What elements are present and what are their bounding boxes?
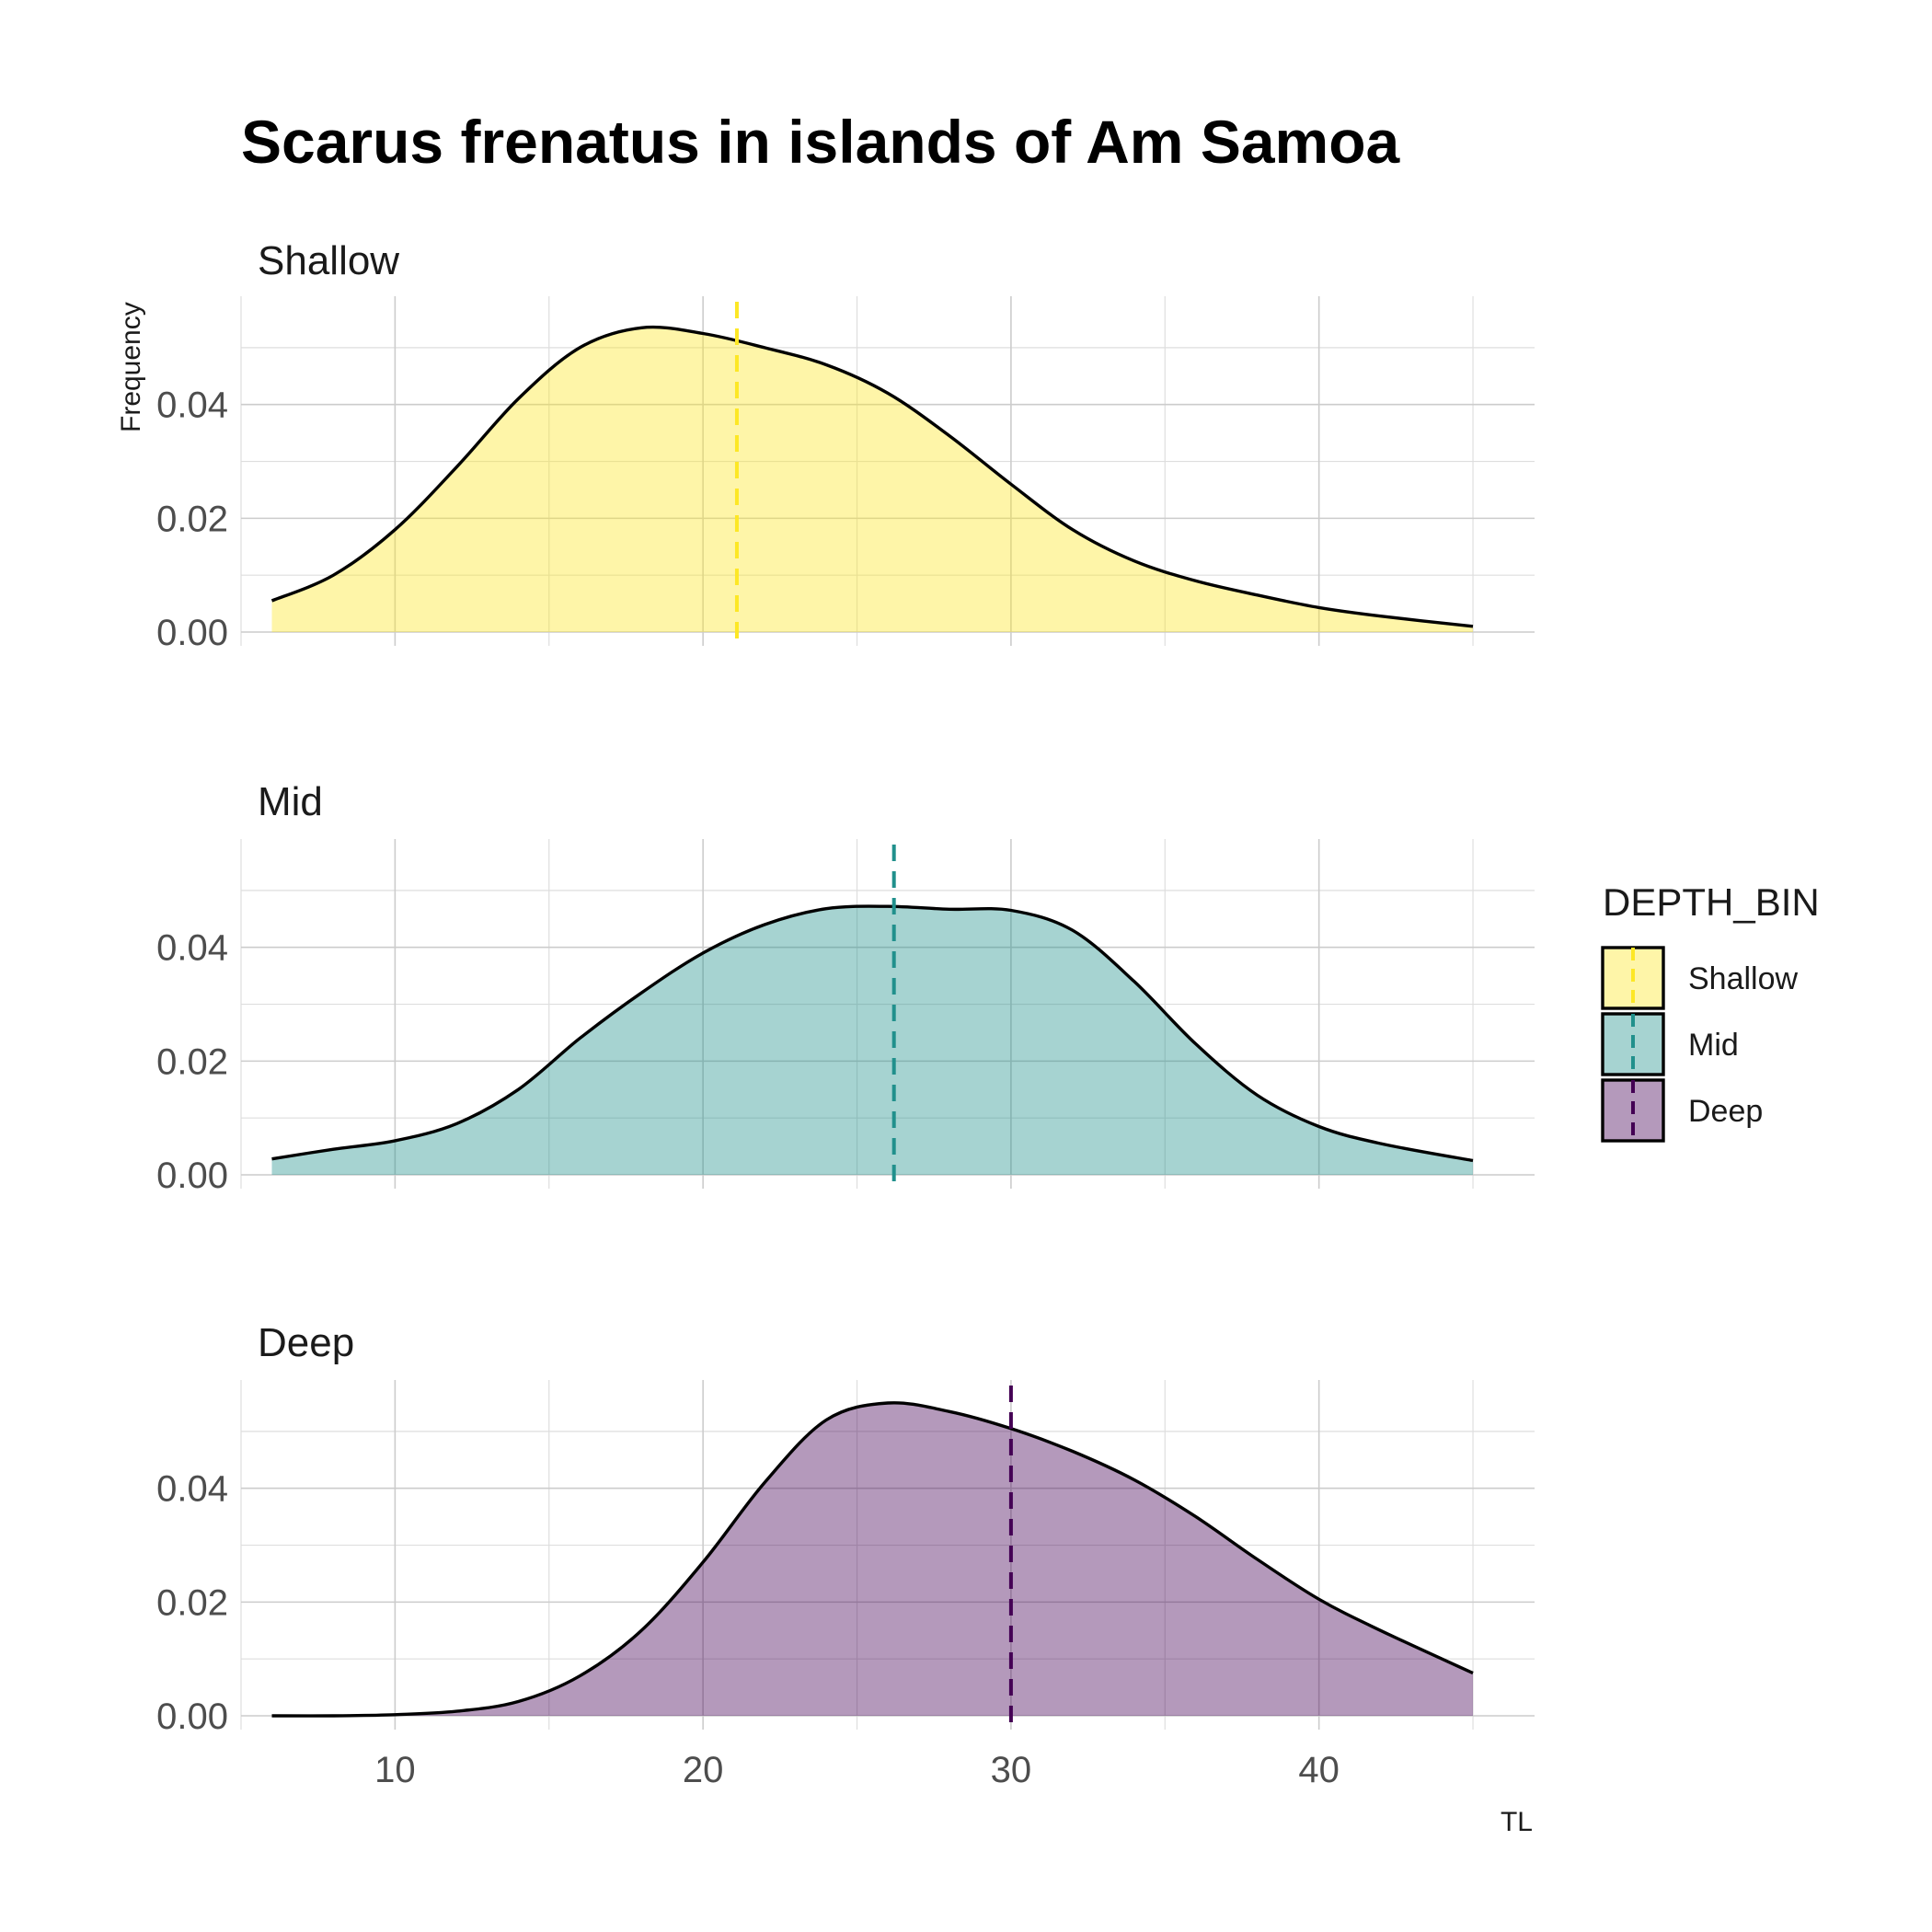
facet-strip-label: Deep [258, 1320, 354, 1365]
y-tick-label: 0.00 [156, 1696, 228, 1737]
panel-deep: Deep 0.00 0.02 0.04 10 20 30 40 [156, 1320, 1535, 1790]
density-curve-shallow [270, 325, 1474, 628]
legend-label: Mid [1688, 1028, 1739, 1063]
y-tick-label: 0.02 [156, 1582, 228, 1623]
panel-shallow: Shallow 0.00 0.02 0.04 [156, 238, 1535, 653]
legend-label: Deep [1688, 1094, 1763, 1129]
x-tick-label: 30 [991, 1750, 1032, 1790]
legend-label: Shallow [1688, 961, 1799, 996]
x-tick-label: 10 [374, 1750, 416, 1790]
y-tick-label: 0.02 [156, 499, 228, 539]
y-tick-label: 0.04 [156, 1469, 228, 1510]
y-tick-label: 0.00 [156, 613, 228, 653]
density-area-deep [271, 1402, 1473, 1717]
density-curve-mid [271, 904, 1474, 1163]
y-tick-label: 0.04 [156, 385, 228, 426]
x-tick-label: 40 [1298, 1750, 1340, 1790]
legend: DEPTH_BIN Shallow Mid Deep [1601, 880, 1820, 1143]
y-axis-title: Frequency [116, 302, 146, 432]
density-area-shallow [271, 327, 1473, 632]
x-tick-label: 20 [683, 1750, 724, 1790]
facet-strip-label: Shallow [258, 238, 399, 283]
legend-key-deep [1601, 1078, 1665, 1143]
legend-key-shallow [1601, 946, 1665, 1010]
legend-title: DEPTH_BIN [1603, 880, 1820, 924]
density-curve-deep [271, 1401, 1474, 1718]
chart-title: Scarus frenatus in islands of Am Samoa [241, 108, 1401, 176]
y-tick-label: 0.02 [156, 1041, 228, 1082]
facet-strip-label: Mid [258, 779, 323, 824]
y-tick-label: 0.04 [156, 928, 228, 969]
x-axis-title: TL [1501, 1807, 1533, 1837]
density-area-mid [271, 906, 1473, 1175]
panel-mid: Mid 0.00 0.02 0.04 [156, 779, 1535, 1196]
facet-panels: Shallow 0.00 0.02 0.04 Mid 0.00 0.02 0.04 Deep 0.… [156, 238, 1535, 1790]
legend-key-mid [1601, 1012, 1665, 1076]
y-tick-label: 0.00 [156, 1156, 228, 1196]
